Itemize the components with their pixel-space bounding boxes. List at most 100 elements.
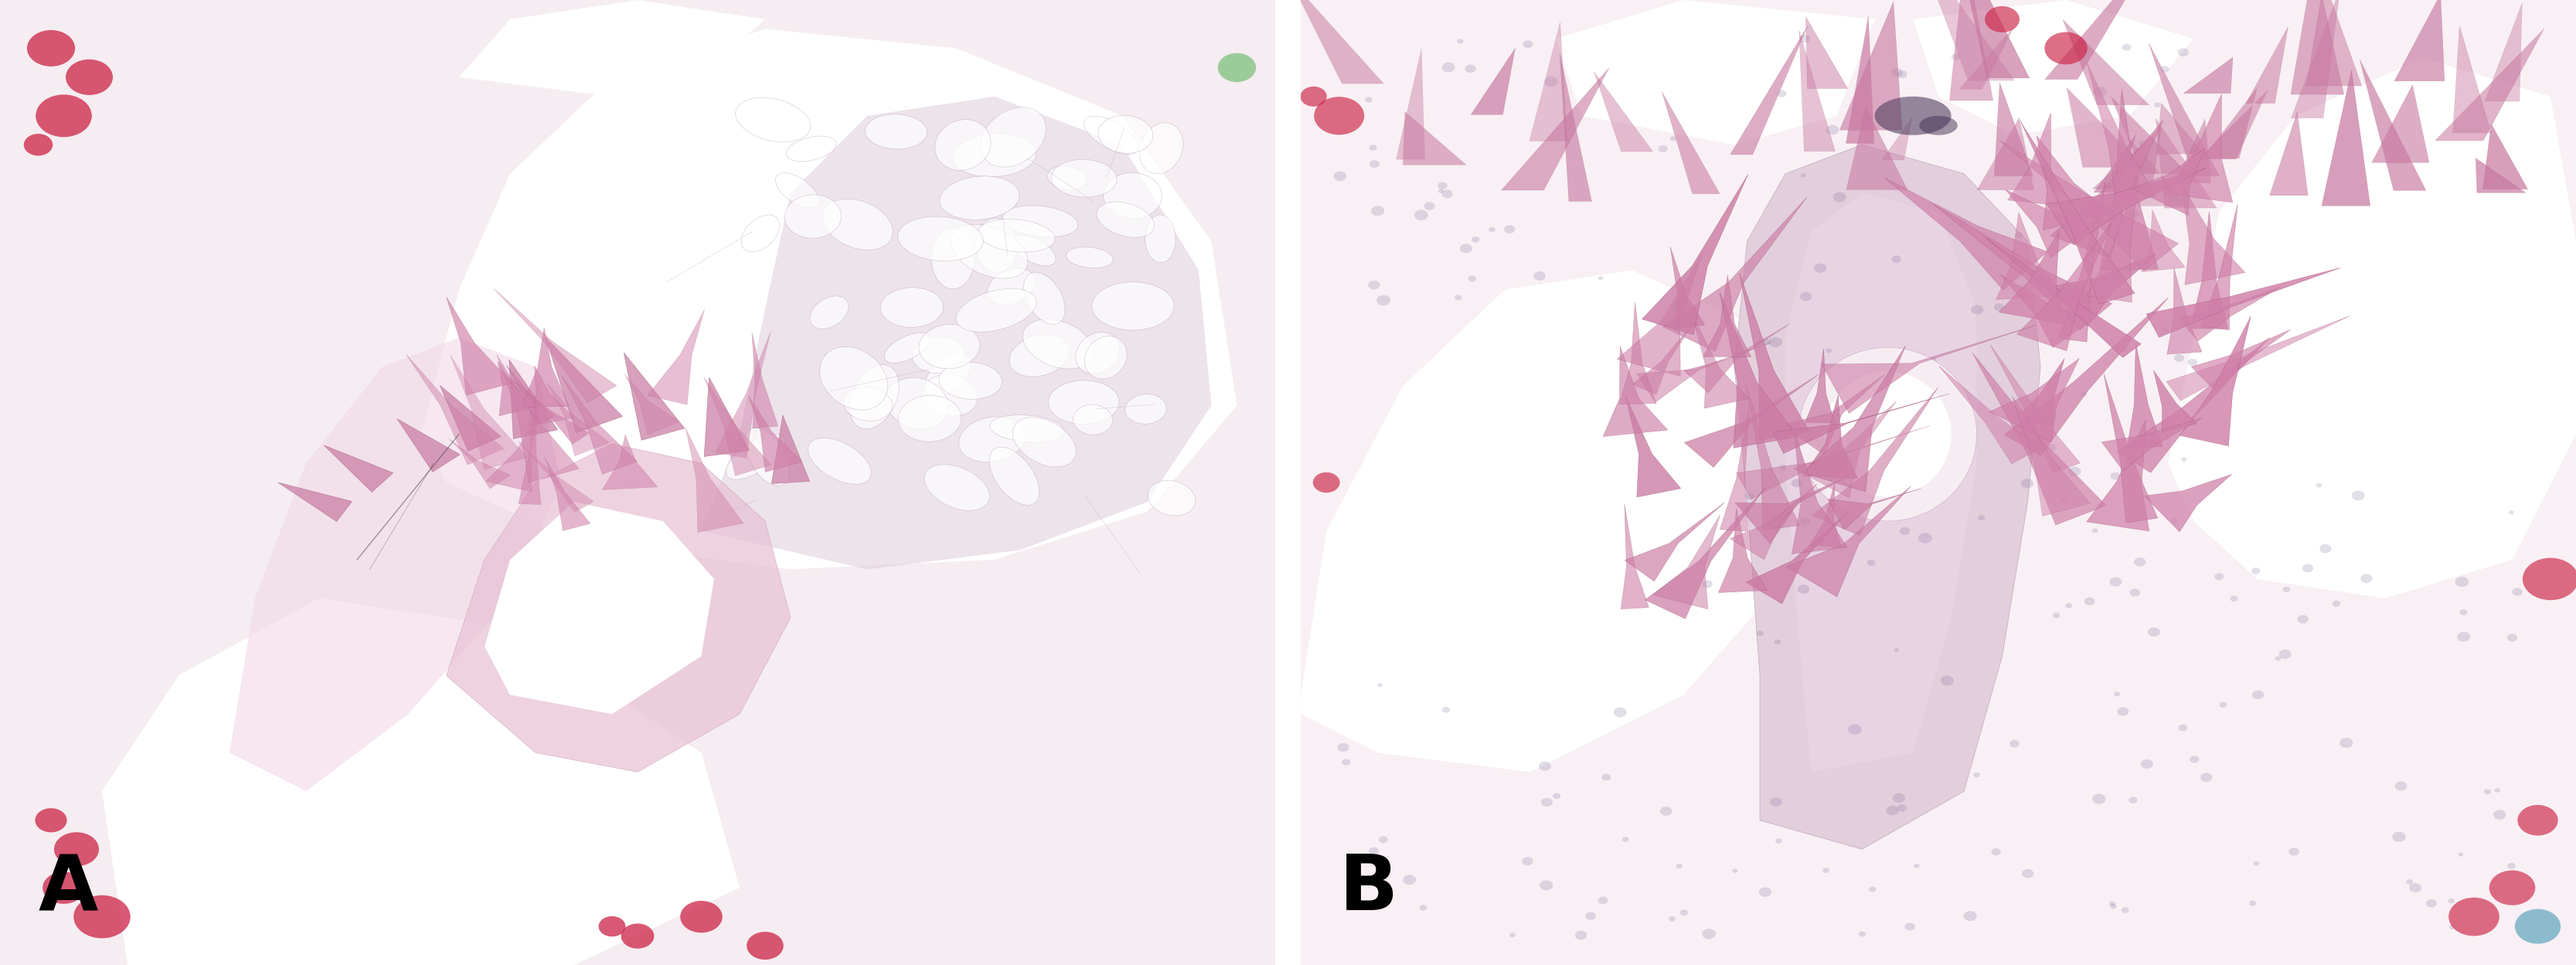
Polygon shape	[1976, 118, 2035, 190]
Circle shape	[2179, 725, 2187, 731]
Ellipse shape	[956, 289, 1036, 332]
Polygon shape	[2202, 89, 2257, 158]
Polygon shape	[1731, 483, 1819, 560]
Circle shape	[2154, 102, 2161, 107]
Polygon shape	[446, 444, 791, 772]
Circle shape	[1759, 887, 1772, 896]
Circle shape	[2406, 879, 2414, 884]
Circle shape	[23, 134, 52, 155]
Polygon shape	[1561, 53, 1592, 202]
Ellipse shape	[989, 415, 1064, 442]
Polygon shape	[448, 439, 510, 488]
Circle shape	[1891, 256, 1901, 262]
Circle shape	[1886, 806, 1899, 815]
Circle shape	[1674, 301, 1685, 310]
Circle shape	[2331, 600, 2342, 607]
Polygon shape	[1618, 252, 1703, 376]
Circle shape	[2517, 805, 2558, 836]
Polygon shape	[1685, 374, 1819, 467]
Polygon shape	[1950, 0, 1994, 100]
Circle shape	[2488, 870, 2535, 905]
Circle shape	[1443, 706, 1450, 713]
Circle shape	[1458, 39, 1463, 43]
Ellipse shape	[958, 417, 1025, 462]
Circle shape	[1468, 276, 1476, 282]
Circle shape	[1994, 303, 2004, 311]
Polygon shape	[2004, 298, 2169, 455]
Ellipse shape	[786, 136, 837, 161]
Circle shape	[1522, 41, 1533, 48]
Circle shape	[1669, 917, 1674, 922]
Circle shape	[2094, 87, 2107, 97]
Circle shape	[1414, 209, 1427, 220]
Polygon shape	[2017, 224, 2112, 351]
Circle shape	[2215, 573, 2223, 580]
Ellipse shape	[1012, 235, 1056, 265]
Polygon shape	[2166, 268, 2202, 354]
Polygon shape	[1955, 0, 2030, 78]
Ellipse shape	[1824, 372, 1950, 497]
Polygon shape	[603, 434, 657, 490]
Circle shape	[1314, 97, 1365, 135]
Polygon shape	[2045, 0, 2154, 79]
Circle shape	[2069, 467, 2081, 477]
Circle shape	[1734, 869, 1739, 873]
Circle shape	[2161, 327, 2169, 332]
Polygon shape	[505, 365, 556, 425]
Polygon shape	[1625, 396, 1680, 497]
Circle shape	[1443, 190, 1453, 198]
Ellipse shape	[920, 324, 979, 369]
Ellipse shape	[1146, 215, 1175, 262]
Circle shape	[2115, 692, 2120, 697]
Ellipse shape	[1084, 116, 1139, 154]
Circle shape	[2182, 457, 2187, 461]
Circle shape	[1860, 931, 1865, 937]
Circle shape	[2287, 847, 2300, 856]
Circle shape	[1703, 580, 1713, 588]
Circle shape	[1623, 837, 1628, 842]
Circle shape	[1801, 35, 1811, 42]
Circle shape	[1553, 793, 1561, 799]
Circle shape	[1437, 182, 1448, 189]
Polygon shape	[2321, 70, 2370, 206]
Polygon shape	[2184, 57, 2233, 94]
Circle shape	[2458, 852, 2463, 857]
Ellipse shape	[822, 199, 894, 250]
Ellipse shape	[775, 173, 819, 207]
Polygon shape	[1785, 193, 1976, 772]
Polygon shape	[1734, 476, 1850, 543]
Polygon shape	[497, 355, 580, 482]
Polygon shape	[1999, 231, 2066, 324]
Circle shape	[1443, 63, 1455, 72]
Ellipse shape	[866, 114, 927, 149]
Polygon shape	[750, 396, 801, 472]
Circle shape	[2460, 610, 2468, 616]
Circle shape	[2318, 544, 2331, 553]
Ellipse shape	[809, 438, 871, 484]
Polygon shape	[1821, 325, 2035, 413]
Ellipse shape	[1097, 202, 1154, 237]
Polygon shape	[1301, 0, 2576, 965]
Circle shape	[1991, 848, 2002, 855]
Polygon shape	[2066, 88, 2143, 167]
Circle shape	[2110, 577, 2123, 587]
Polygon shape	[229, 338, 562, 791]
Polygon shape	[546, 383, 608, 455]
Polygon shape	[2192, 329, 2290, 391]
Circle shape	[1314, 472, 1340, 493]
Polygon shape	[2156, 119, 2218, 208]
Polygon shape	[1847, 108, 1906, 189]
Polygon shape	[1739, 273, 1808, 440]
Circle shape	[54, 832, 98, 867]
Circle shape	[2249, 900, 2257, 906]
Circle shape	[2161, 66, 2169, 72]
Circle shape	[1368, 281, 1381, 290]
Polygon shape	[703, 376, 770, 476]
Polygon shape	[2087, 63, 2156, 205]
Ellipse shape	[899, 216, 984, 262]
Ellipse shape	[1084, 336, 1126, 379]
Polygon shape	[1847, 16, 1873, 144]
Polygon shape	[2154, 371, 2197, 432]
Polygon shape	[1798, 30, 1834, 152]
Ellipse shape	[884, 333, 930, 363]
